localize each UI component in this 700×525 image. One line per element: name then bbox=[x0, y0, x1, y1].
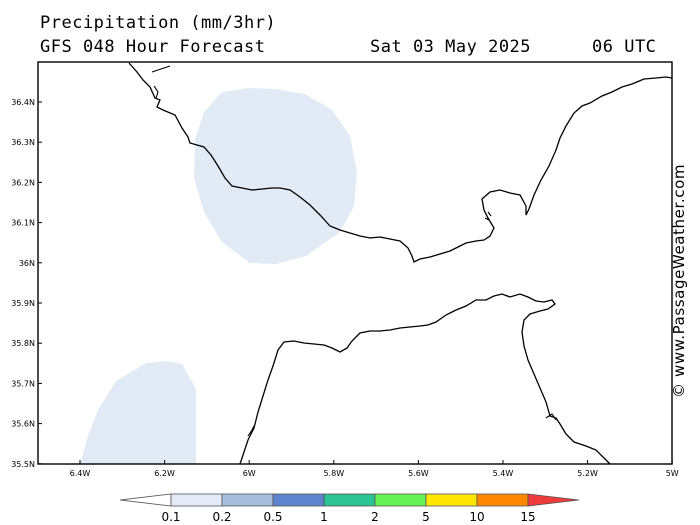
coastline-detail bbox=[151, 65, 492, 221]
legend-label: 1 bbox=[320, 510, 328, 524]
lon-tick-label: 5.2W bbox=[577, 469, 598, 478]
legend-swatch bbox=[119, 493, 172, 507]
precip-area-north bbox=[194, 88, 357, 264]
lat-tick-label: 35.8N bbox=[11, 339, 35, 348]
legend-swatch bbox=[374, 493, 427, 507]
legend-label: 10 bbox=[469, 510, 484, 524]
legend-swatch bbox=[272, 493, 325, 507]
coastline-detail-south bbox=[247, 413, 557, 437]
lat-tick-label: 36.2N bbox=[11, 178, 35, 187]
legend-swatch bbox=[170, 493, 223, 507]
precip-area-south bbox=[80, 361, 196, 464]
latitude-axis: 36.4N 36.3N 36.2N 36.1N 36N 35.9N 35.8N 35.7N 35… bbox=[11, 98, 42, 469]
forecast-model: GFS 048 Hour Forecast bbox=[40, 37, 266, 57]
legend-swatch bbox=[476, 493, 529, 507]
legend-label: 0.1 bbox=[161, 510, 180, 524]
legend-label: 0.2 bbox=[212, 510, 231, 524]
lon-tick-label: 6W bbox=[243, 469, 256, 478]
legend-swatch bbox=[221, 493, 274, 507]
lat-tick-label: 36.1N bbox=[11, 219, 35, 228]
lat-tick-label: 35.7N bbox=[11, 379, 35, 388]
forecast-time: 06 UTC bbox=[592, 37, 657, 57]
lat-tick-label: 36.4N bbox=[11, 98, 35, 107]
legend-swatch bbox=[527, 493, 580, 507]
legend-swatch bbox=[323, 493, 376, 507]
lat-tick-label: 36.3N bbox=[11, 138, 35, 147]
lat-tick-label: 35.6N bbox=[11, 420, 35, 429]
lat-tick-label: 36N bbox=[19, 259, 35, 268]
legend-label: 0.5 bbox=[263, 510, 282, 524]
lon-tick-label: 5.8W bbox=[323, 469, 344, 478]
legend-label: 5 bbox=[422, 510, 430, 524]
coastline-morocco bbox=[239, 293, 611, 465]
legend-label: 15 bbox=[520, 510, 535, 524]
map-title: Precipitation (mm/3hr) bbox=[40, 13, 277, 33]
lon-tick-label: 5.4W bbox=[493, 469, 514, 478]
forecast-date: Sat 03 May 2025 bbox=[370, 37, 532, 57]
legend-swatch bbox=[425, 493, 478, 507]
legend-label: 2 bbox=[371, 510, 379, 524]
lon-tick-label: 5W bbox=[666, 469, 679, 478]
coastline-spain bbox=[128, 62, 673, 263]
lon-tick-label: 6.4W bbox=[70, 469, 91, 478]
lon-tick-label: 6.2W bbox=[154, 469, 175, 478]
lon-tick-label: 5.6W bbox=[408, 469, 429, 478]
lat-tick-label: 35.5N bbox=[11, 460, 35, 469]
longitude-axis: 6.4W 6.2W 6W 5.8W 5.6W 5.4W 5.2W 5W bbox=[70, 460, 679, 478]
lat-tick-label: 35.9N bbox=[11, 299, 35, 308]
